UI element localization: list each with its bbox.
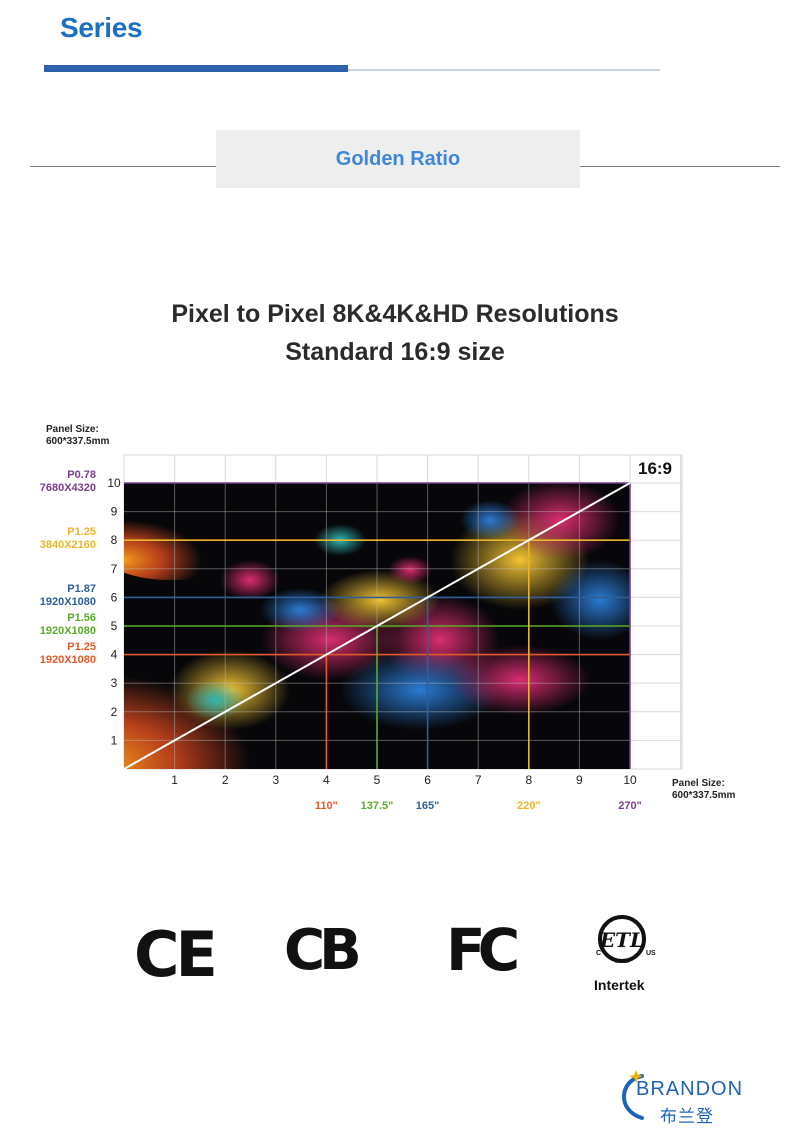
x-tick-label: 1	[171, 773, 178, 787]
resolution-value-label: 7680X4320	[39, 482, 96, 494]
y-tick-label: 3	[111, 676, 118, 690]
section-label-box: Golden Ratio	[216, 130, 580, 188]
etl-mark-c: C	[596, 950, 601, 957]
diagonal-size-label: 165"	[416, 800, 440, 812]
resolution-label: P0.78 7680X4320	[30, 469, 96, 495]
pixel-pitch-label: P1.25	[67, 526, 96, 539]
y-axis-ticks: 1 2 3 4 5 6 7 8 9 10	[107, 476, 121, 747]
etl-mark-listed: LISTED	[615, 959, 629, 964]
y-tick-label: 2	[111, 705, 118, 719]
chart-title-line1: Pixel to Pixel 8K&4K&HD Resolutions	[171, 300, 619, 328]
fcc-mark-icon: FC	[446, 916, 520, 984]
panel-size-top: Panel Size: 600*337.5mm	[46, 424, 109, 448]
header-accent-bar	[44, 65, 348, 72]
y-tick-label: 7	[111, 562, 118, 576]
brandon-logo-icon	[622, 1070, 644, 1120]
section-rule-left	[30, 166, 216, 167]
resolution-label: P1.25 1920X1080	[30, 641, 96, 667]
resolution-label: P1.56 1920X1080	[30, 612, 96, 638]
x-tick-label: 8	[525, 773, 532, 787]
header-divider-line	[348, 69, 660, 71]
x-tick-label: 5	[374, 773, 381, 787]
resolution-value-label: 3840X2160	[39, 539, 96, 552]
resolution-label: P1.25 3840X2160	[30, 526, 96, 552]
resolution-value-label: 1920X1080	[39, 625, 96, 637]
intertek-label: Intertek	[594, 977, 645, 993]
x-tick-label: 6	[424, 773, 431, 787]
cb-mark-icon: CB	[284, 918, 362, 983]
etl-mark-letters: ETL	[599, 928, 644, 952]
resolution-value-label: 1920X1080	[39, 653, 96, 666]
panel-size-top-label: Panel Size:	[46, 424, 99, 435]
diagonal-size-label: 137.5"	[361, 800, 394, 812]
pixel-pitch-label: P1.25	[67, 640, 96, 653]
y-tick-label: 4	[111, 648, 118, 662]
panel-size-top-value: 600*337.5mm	[46, 436, 110, 447]
chart-title-line2: Standard 16:9 size	[285, 338, 505, 366]
resolution-label: P1.87 1920X1080	[30, 583, 96, 609]
diagonal-size-label: 270"	[618, 800, 642, 812]
panel-size-right: Panel Size: 600*337.5mm	[672, 778, 735, 802]
brand-chinese-name: 布兰登	[660, 1107, 714, 1126]
x-tick-label: 4	[323, 773, 330, 787]
x-tick-label: 3	[272, 773, 279, 787]
y-tick-label: 10	[107, 476, 121, 490]
y-tick-label: 8	[111, 533, 118, 547]
etl-mark-us: US	[646, 950, 656, 957]
y-tick-label: 1	[111, 733, 118, 747]
y-tick-label: 6	[111, 590, 118, 604]
diagonal-size-label: 110"	[315, 800, 338, 812]
pixel-pitch-label: P1.87	[67, 583, 96, 596]
x-axis-ticks: 1 2 3 4 5 6 7 8 9 10	[171, 773, 637, 787]
aspect-diagonal-line	[123, 482, 631, 770]
etl-mark-icon: ETL C US LISTED	[588, 905, 668, 995]
pixel-pitch-label: P0.78	[67, 469, 96, 481]
panel-size-right-label: Panel Size:	[672, 778, 725, 789]
x-tick-label: 9	[576, 773, 583, 787]
chart-title: Pixel to Pixel 8K&4K&HD Resolutions Stan…	[0, 295, 790, 371]
diagonal-size-labels: 110" 137.5" 165" 220" 270"	[315, 800, 642, 812]
panel-size-right-value: 600*337.5mm	[672, 790, 736, 801]
x-tick-label: 7	[475, 773, 482, 787]
x-tick-label: 2	[222, 773, 229, 787]
section-rule-right	[580, 166, 780, 167]
resolution-value-label: 1920X1080	[39, 596, 96, 609]
y-tick-label: 9	[111, 505, 118, 519]
section-label: Golden Ratio	[335, 147, 461, 170]
resolution-chart: 1 2 3 4 5 6 7 8 9 10 1 2 3 4 5 6 7 8 9 10 110" 137.5" 165" 22…	[107, 454, 683, 812]
ratio-label: 16:9	[638, 459, 672, 478]
ce-mark-icon: CE	[134, 918, 218, 991]
pixel-pitch-label: P1.56	[67, 612, 96, 624]
series-title: Series	[60, 12, 143, 43]
x-tick-label: 10	[623, 773, 637, 787]
brand-name: BRANDON	[636, 1078, 744, 1100]
y-tick-label: 5	[111, 619, 118, 633]
diagonal-size-label: 220"	[517, 800, 541, 812]
